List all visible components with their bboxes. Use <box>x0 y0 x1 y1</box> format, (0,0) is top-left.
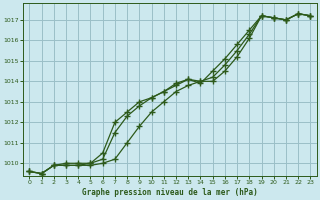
X-axis label: Graphe pression niveau de la mer (hPa): Graphe pression niveau de la mer (hPa) <box>82 188 258 197</box>
